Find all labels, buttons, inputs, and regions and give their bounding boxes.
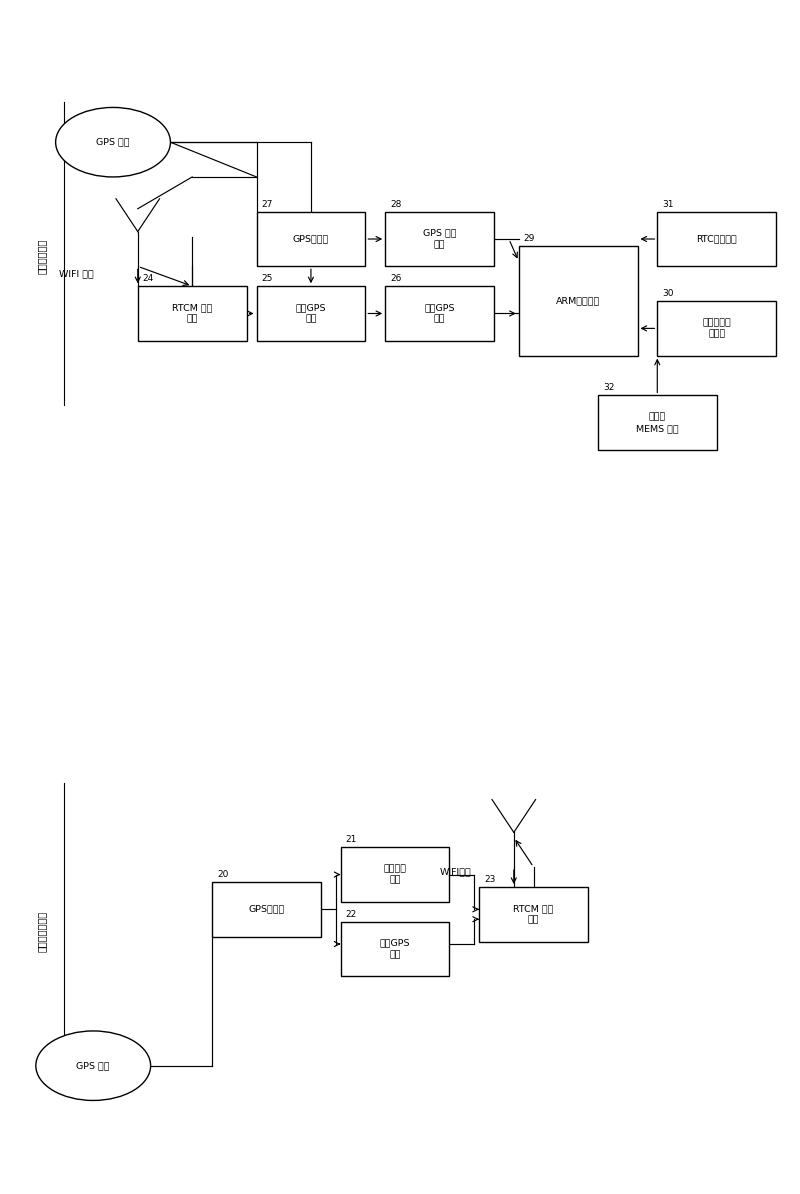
Text: 30: 30 <box>662 289 674 298</box>
Bar <box>341 922 450 977</box>
Text: 26: 26 <box>390 275 402 283</box>
Bar <box>212 882 321 936</box>
Ellipse shape <box>36 1030 150 1101</box>
Text: GPS 时间
信息: GPS 时间 信息 <box>423 229 456 250</box>
Bar <box>257 287 366 340</box>
Text: 28: 28 <box>390 199 402 209</box>
Text: GPS接收机: GPS接收机 <box>293 234 329 244</box>
Text: ARM微处理器: ARM微处理器 <box>556 296 600 306</box>
Text: GPS 天线: GPS 天线 <box>96 137 130 147</box>
Text: RTCM 差分
信息: RTCM 差分 信息 <box>514 904 554 924</box>
Text: 高精度
MEMS 芯片: 高精度 MEMS 芯片 <box>636 412 678 433</box>
Text: 地面优参勘站: 地面优参勘站 <box>37 239 46 273</box>
Text: 32: 32 <box>603 383 614 393</box>
Bar <box>138 287 246 340</box>
Text: 27: 27 <box>262 199 273 209</box>
Bar <box>479 887 588 942</box>
Text: RTCM 差分
信息: RTCM 差分 信息 <box>172 303 212 324</box>
Text: RTC时钟系统: RTC时钟系统 <box>696 234 737 244</box>
Bar <box>658 301 776 356</box>
Text: 25: 25 <box>262 275 273 283</box>
Text: 日知算数
处理: 日知算数 处理 <box>383 864 406 885</box>
Text: 标准GPS
信息: 标准GPS 信息 <box>296 303 326 324</box>
Bar <box>341 848 450 901</box>
Text: WIFI天线: WIFI天线 <box>439 868 471 876</box>
Bar <box>658 211 776 266</box>
Text: WIFI 天线: WIFI 天线 <box>58 270 94 278</box>
Bar <box>385 287 494 340</box>
Text: 29: 29 <box>524 234 535 244</box>
Text: 20: 20 <box>217 870 228 879</box>
Text: 22: 22 <box>346 910 357 918</box>
Bar <box>257 211 366 266</box>
Text: 监控中心基准站: 监控中心基准站 <box>37 911 46 952</box>
Text: 标准GPS
信息: 标准GPS 信息 <box>380 938 410 959</box>
Ellipse shape <box>56 107 170 177</box>
Text: GPS接收机: GPS接收机 <box>248 905 285 913</box>
Text: 31: 31 <box>662 199 674 209</box>
Text: 23: 23 <box>484 875 495 884</box>
Bar <box>518 246 638 356</box>
Text: GPS 天线: GPS 天线 <box>77 1061 110 1070</box>
Text: 星术GPS
信息: 星术GPS 信息 <box>424 303 455 324</box>
Text: 振动传感器
处理器: 振动传感器 处理器 <box>702 318 731 339</box>
Bar <box>385 211 494 266</box>
Text: 21: 21 <box>346 836 357 844</box>
Bar <box>598 395 717 450</box>
Text: 24: 24 <box>142 275 154 283</box>
